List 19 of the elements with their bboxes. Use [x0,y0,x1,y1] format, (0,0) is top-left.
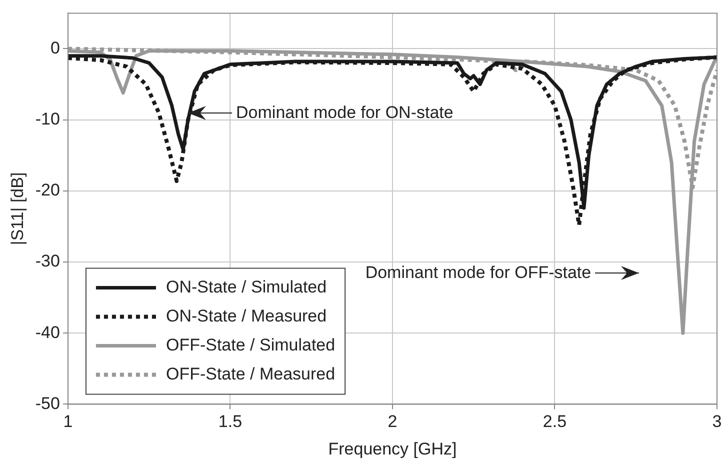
x-tick-label: 2.5 [542,412,567,432]
x-tick-label: 1 [63,412,73,432]
y-axis-title: |S11| [dB] [8,172,27,246]
y-tick-label: 0 [50,38,60,58]
legend-label: ON-State / Measured [166,306,327,326]
y-tick-label: -30 [35,252,60,271]
annotation: Dominant mode for OFF-state [365,263,592,284]
legend-label: OFF-State / Simulated [166,335,336,354]
x-axis-title: Frequency [GHz] [328,439,457,458]
legend-label: ON-State / Simulated [166,277,327,296]
x-tick-label: 1.5 [218,412,242,432]
y-tick-label: -20 [35,180,60,200]
y-tick-label: -40 [35,322,60,342]
y-tick-label: -50 [35,394,60,413]
annotation: Dominant mode for ON-state [236,102,454,123]
y-tick-label: -10 [35,110,60,129]
legend-label: OFF-State / Measured [166,364,336,384]
x-tick-label: 2 [388,412,398,432]
x-tick-label: 3 [712,412,722,432]
